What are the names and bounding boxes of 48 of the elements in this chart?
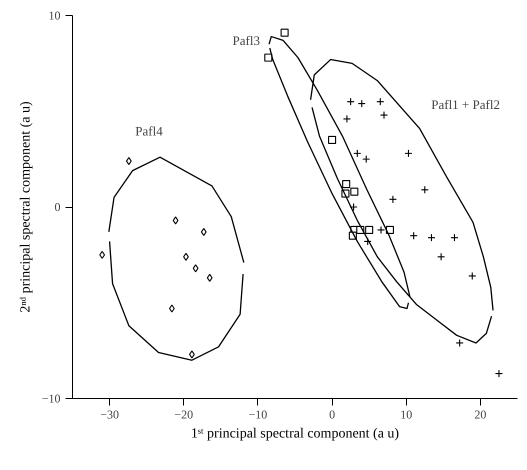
point: [420, 186, 429, 194]
point: [346, 98, 355, 106]
point: [280, 28, 289, 37]
point: [388, 195, 397, 204]
x-tick-label: −10: [248, 408, 268, 422]
y-axis-title: 2ⁿᵈ principal spectral component (a u): [18, 101, 34, 313]
point: [494, 370, 504, 378]
point: [99, 250, 106, 259]
point: [328, 136, 336, 144]
series-label: Pafl3: [232, 33, 260, 48]
point: [342, 114, 351, 123]
line-series: [108, 240, 244, 361]
x-tick-label: 0: [329, 408, 336, 422]
series-label: Pafl4: [135, 124, 164, 139]
x-axis-title: 1ˢᵗ principal spectral component (a u): [190, 426, 400, 442]
point: [410, 232, 418, 240]
point: [353, 149, 362, 158]
point: [376, 226, 386, 234]
point: [350, 202, 358, 212]
point: [365, 226, 374, 234]
point: [200, 228, 207, 236]
point: [380, 111, 388, 120]
point: [172, 216, 178, 224]
x-tick-label: 20: [474, 408, 486, 422]
point: [350, 188, 358, 196]
point: [376, 98, 384, 106]
x-tick-label: −20: [174, 408, 194, 422]
point: [364, 237, 372, 246]
point: [362, 155, 370, 164]
x-tick-label: 10: [400, 408, 412, 422]
point: [126, 156, 132, 166]
point: [427, 234, 436, 242]
point: [437, 252, 446, 261]
point: [206, 274, 213, 282]
point: [404, 149, 413, 158]
line-series: [108, 156, 244, 264]
y-tick-label: 10: [48, 8, 60, 22]
x-tick-label: −30: [100, 408, 119, 422]
point: [358, 100, 366, 108]
point: [342, 180, 350, 188]
y-tick-label: −10: [42, 392, 61, 406]
y-tick-label: 0: [54, 200, 60, 214]
series-label: Pafl1 + Pafl2: [431, 97, 500, 112]
point: [192, 264, 198, 272]
point: [468, 272, 476, 280]
point: [450, 234, 459, 242]
point: [183, 252, 189, 261]
point: [456, 338, 464, 348]
